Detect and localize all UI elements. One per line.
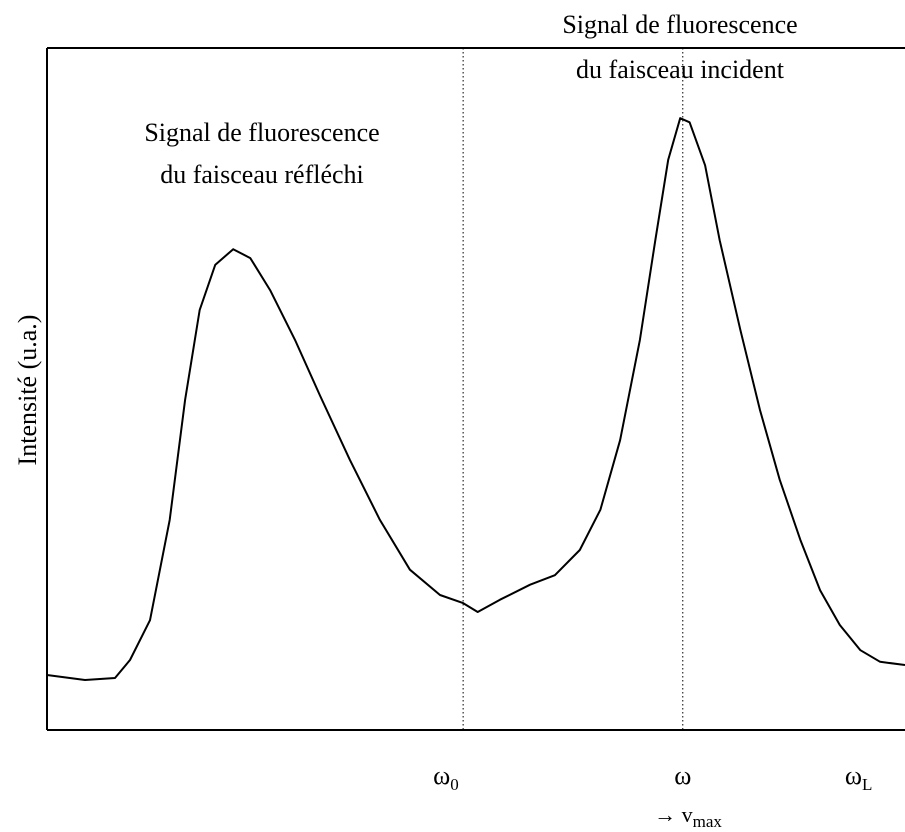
data-line: [46, 117, 905, 681]
annotation-text: → v: [654, 802, 693, 827]
annotation: Signal de fluorescence: [144, 118, 379, 147]
annotation: Signal de fluorescence: [562, 10, 797, 39]
tick-symbol: ω: [845, 761, 862, 790]
annotation-subscript: max: [693, 812, 723, 831]
annotation: du faisceau incident: [576, 55, 785, 84]
annotation: du faisceau réfléchi: [160, 160, 364, 189]
x-tick-label: ω0: [433, 761, 459, 794]
tick-symbol: ω: [674, 761, 691, 790]
tick-subscript: 0: [450, 775, 459, 794]
annotation: → vmax: [654, 802, 722, 831]
y-axis-label: Intensité (u.a.): [13, 315, 42, 466]
x-tick-label: ω: [674, 761, 691, 790]
tick-subscript: L: [862, 775, 872, 794]
x-tick-label: ωL: [845, 761, 873, 794]
tick-symbol: ω: [433, 761, 450, 790]
